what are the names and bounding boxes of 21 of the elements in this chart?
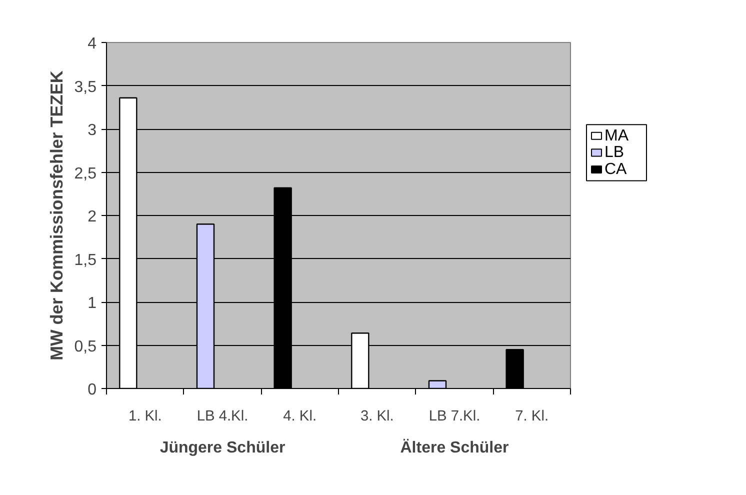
text: Jüngere Schüler <box>160 440 286 456</box>
x-tick-label: 1. Kl. <box>128 408 162 424</box>
y-axis-title: MW der Kommissionsfehler TEZEK <box>46 70 66 360</box>
x-tick-label: 3. Kl. <box>360 408 394 424</box>
legend-label: CA <box>604 161 628 178</box>
y-tick-label: 0,5 <box>74 338 97 356</box>
x-tick-label: 7. Kl. <box>515 408 549 424</box>
text: Ältere Schüler <box>400 438 509 456</box>
y-tick-label: 1 <box>88 295 97 312</box>
y-tick-label: 1,5 <box>74 252 97 269</box>
y-tick-label: 3 <box>88 122 97 139</box>
x-tick-label: 4. Kl. <box>283 408 317 424</box>
y-tick-label: 2 <box>88 208 97 226</box>
y-tick-label: 4 <box>88 36 97 52</box>
y-tick-label: 2,5 <box>74 165 97 182</box>
legend-label: MA <box>604 127 629 144</box>
legend-label: LB <box>604 144 624 162</box>
x-tick-label: LB 7.Kl. <box>428 408 480 424</box>
x-tick-label: LB 4.Kl. <box>196 408 248 424</box>
y-tick-label: 0 <box>88 382 97 398</box>
y-tick-label: 3,5 <box>74 78 97 96</box>
